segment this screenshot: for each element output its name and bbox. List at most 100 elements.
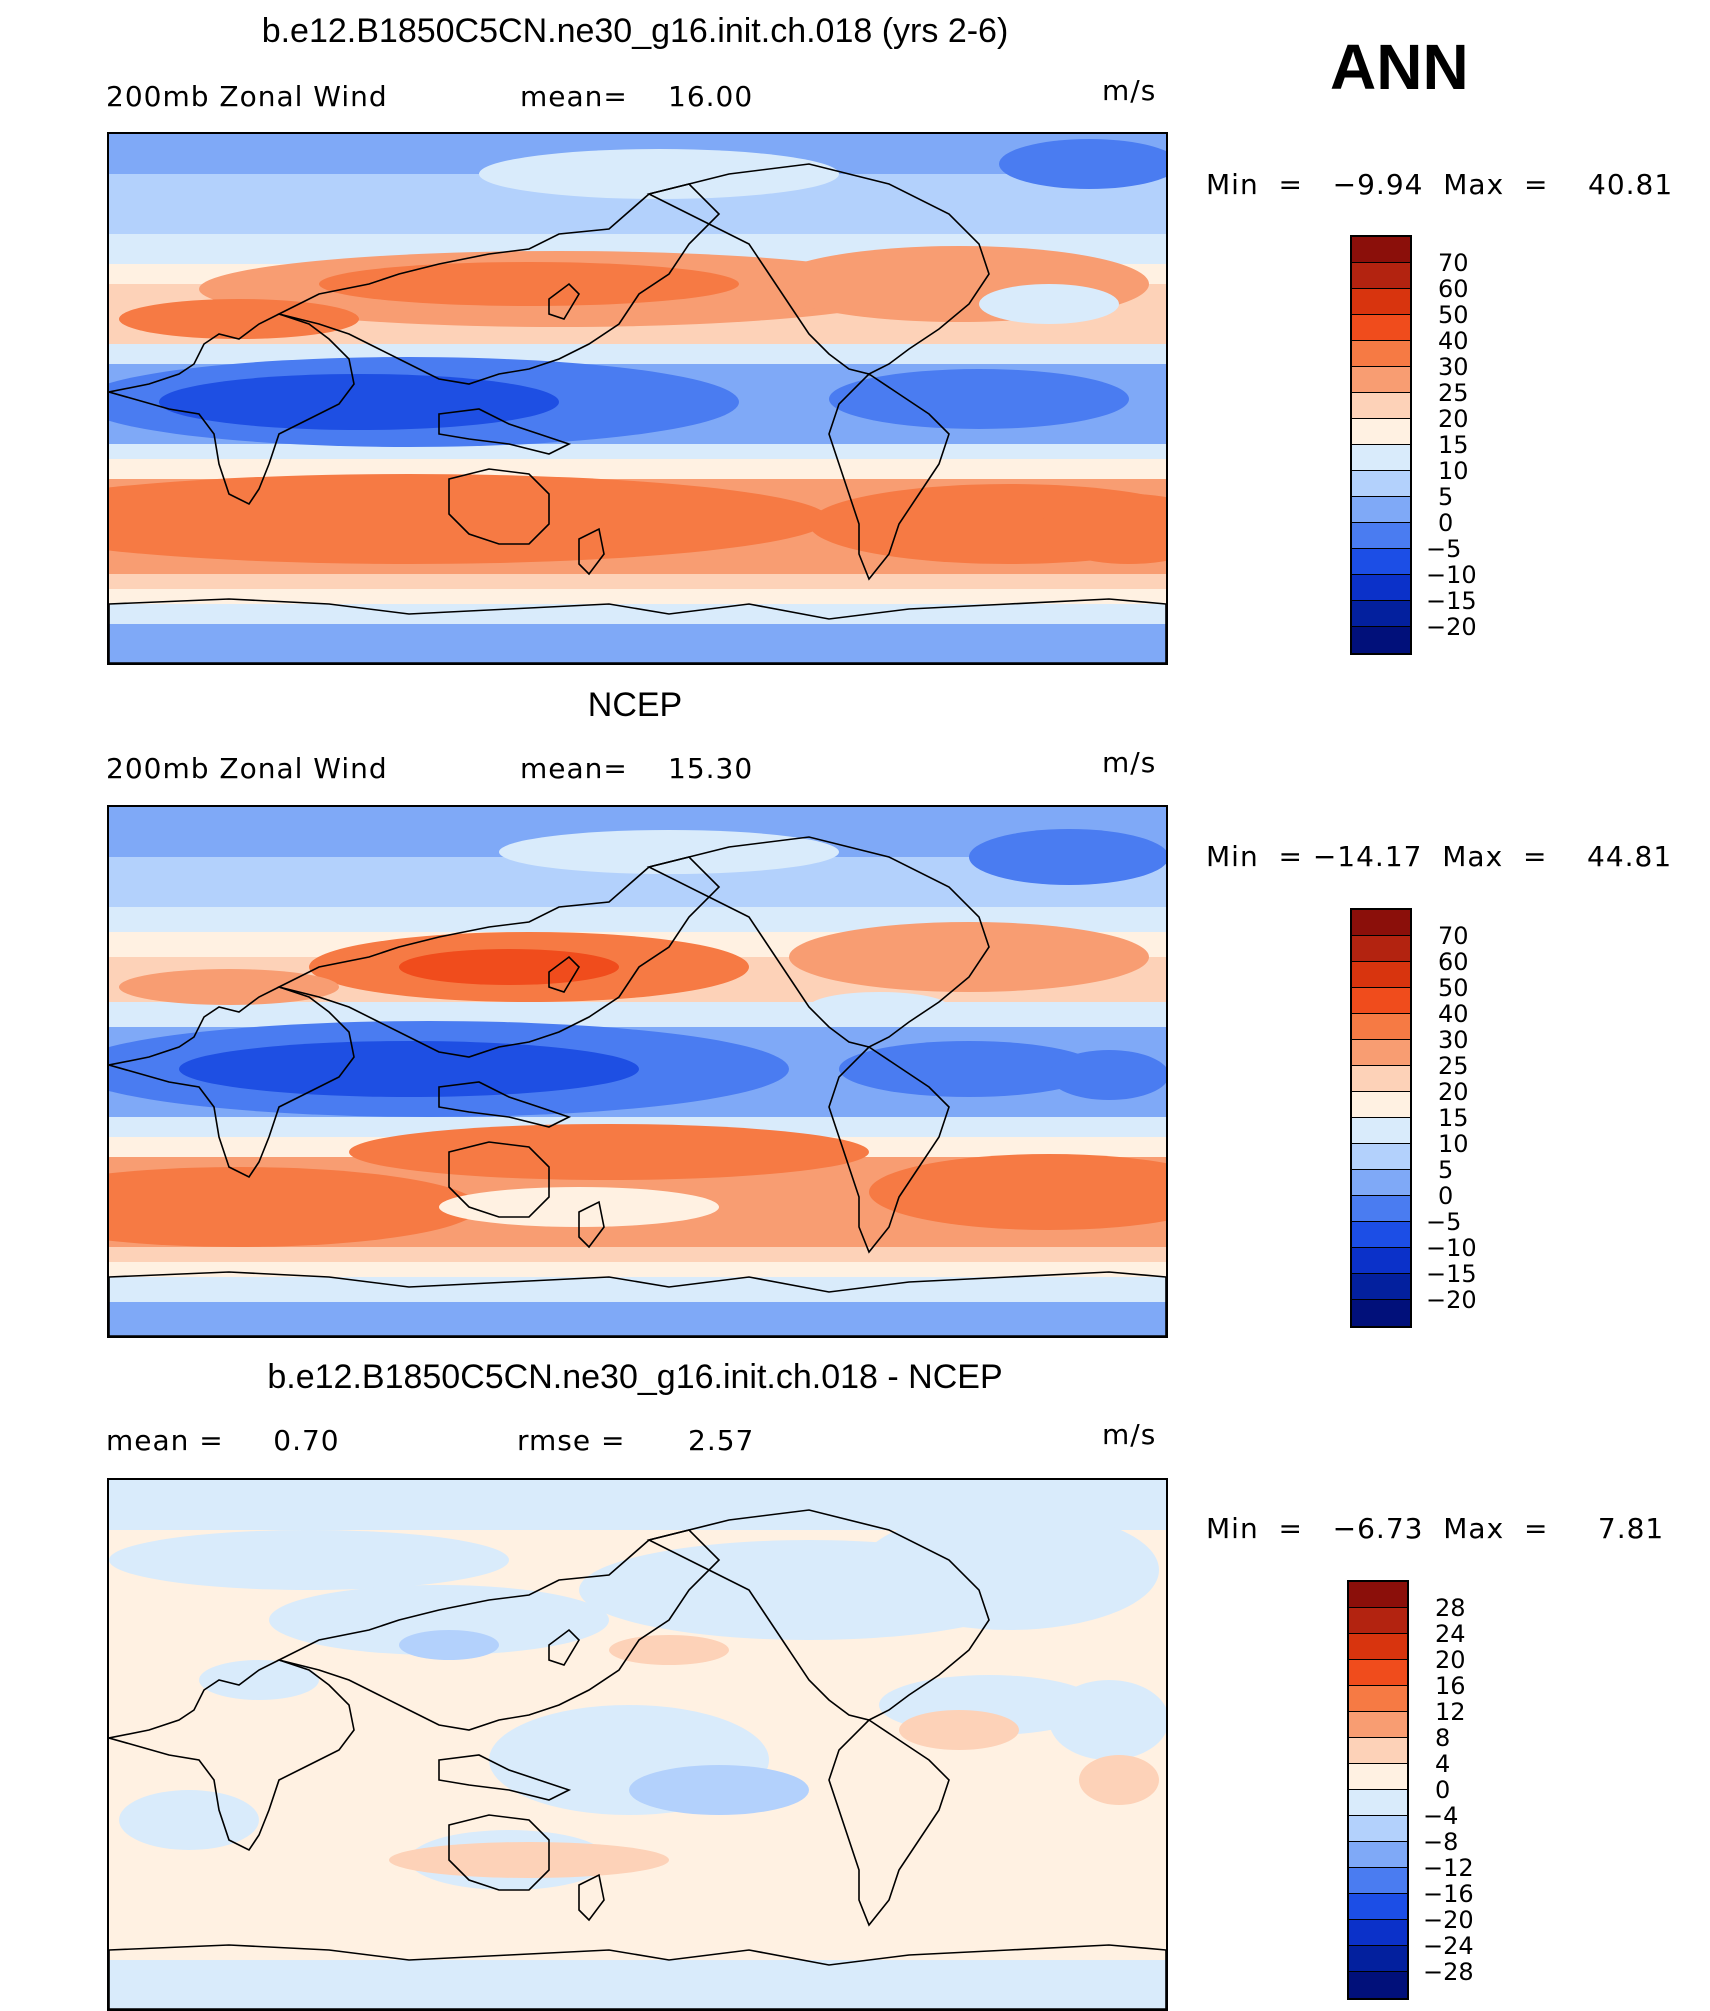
colorbar-swatch [1352, 367, 1410, 393]
colorbar-level-label: −15 [1426, 587, 1477, 615]
colorbar-swatch [1349, 1660, 1407, 1686]
colorbar-swatch [1352, 962, 1410, 988]
coastline-path [578, 1200, 605, 1249]
colorbar-level-label: 20 [1438, 405, 1469, 433]
polar-south-band [109, 1960, 1166, 2009]
colorbar-level-label: −28 [1423, 1958, 1474, 1986]
positive-anomaly-region [609, 1635, 729, 1665]
coastline-path [548, 1628, 581, 1666]
coastline-path [578, 527, 605, 576]
coastline-path [548, 282, 581, 320]
colorbar-swatch [1352, 910, 1410, 936]
colorbar-swatch [1352, 237, 1410, 263]
panel-3-units: m/s [1102, 1418, 1157, 1451]
colorbar-level-label: 10 [1438, 1130, 1469, 1158]
colorbar-swatch [1349, 1582, 1407, 1608]
colorbar-swatch [1352, 988, 1410, 1014]
wind-contour-blob [199, 1660, 319, 1700]
colorbar-swatch [1349, 1946, 1407, 1972]
colorbar-swatch [1349, 1738, 1407, 1764]
panel-2-title: NCEP [587, 686, 683, 724]
colorbar-level-label: −8 [1423, 1828, 1459, 1856]
coastline-path [438, 408, 572, 455]
colorbar-swatch [1352, 549, 1410, 575]
colorbar-swatch [1349, 1816, 1407, 1842]
colorbar-level-label: 10 [1438, 457, 1469, 485]
coastline-path [578, 1873, 605, 1922]
wind-contour-blob [349, 1124, 869, 1180]
colorbar-swatch [1349, 1972, 1407, 1998]
colorbar-swatch [1349, 1894, 1407, 1920]
colorbar-level-label: −16 [1423, 1880, 1474, 1908]
colorbar-level-label: 60 [1438, 275, 1469, 303]
panel-1-title: b.e12.B1850C5CN.ne30_g16.init.ch.018 (yr… [261, 12, 1009, 50]
panel-1-stat-value: 16.00 [668, 80, 754, 113]
panel-1-minmax: Min = −9.94 Max = 40.81 [1206, 168, 1674, 201]
panel-1-stat-label: mean= [520, 80, 628, 113]
colorbar-swatch [1352, 471, 1410, 497]
colorbar-swatches [1350, 908, 1412, 1328]
panel-2-map [107, 805, 1168, 1338]
wind-contour-blob [1049, 1050, 1166, 1100]
colorbar-level-label: 60 [1438, 948, 1469, 976]
wind-contour-blob [119, 969, 339, 1005]
panel-3-mean-label: mean = 0.70 [106, 1424, 340, 1457]
colorbar-swatch [1352, 1092, 1410, 1118]
colorbar-level-label: 8 [1435, 1724, 1451, 1752]
panel-2-stat-label: mean= [520, 752, 628, 785]
wind-contour-blob [999, 139, 1166, 189]
colorbar-level-label: 70 [1438, 922, 1469, 950]
coastline-path [109, 1944, 1166, 2009]
panel-2-stat-value: 15.30 [668, 752, 754, 785]
wind-contour-blob [109, 1530, 509, 1590]
colorbar-level-label: 15 [1438, 1104, 1469, 1132]
colorbar-level-label: 40 [1438, 327, 1469, 355]
colorbar-level-label: 15 [1438, 431, 1469, 459]
wind-band [109, 1002, 1166, 1027]
coastline-path [109, 1271, 1166, 1336]
wind-contour-blob [119, 299, 359, 339]
colorbar-swatch [1352, 1066, 1410, 1092]
colorbar-swatch [1352, 315, 1410, 341]
wind-contour-blob [389, 1842, 669, 1878]
colorbar-level-label: −5 [1426, 535, 1462, 563]
coastline-path [109, 598, 1166, 663]
colorbar-swatches [1347, 1580, 1409, 2000]
panel-1-variable-label: 200mb Zonal Wind [106, 80, 388, 113]
coastline-path [828, 1718, 950, 1927]
colorbar-level-label: 12 [1435, 1698, 1466, 1726]
wind-band [109, 1277, 1166, 1302]
colorbar-level-label: −15 [1426, 1260, 1477, 1288]
colorbar-level-label: −4 [1423, 1802, 1459, 1830]
colorbar-swatch [1352, 523, 1410, 549]
coastline-path [548, 955, 581, 993]
colorbar-swatch [1349, 1634, 1407, 1660]
coastline-path [448, 468, 550, 545]
colorbar-swatch [1352, 445, 1410, 471]
colorbar-swatch [1352, 1222, 1410, 1248]
coastline-path [109, 1659, 355, 1852]
wind-contour-blob [969, 829, 1166, 885]
coastline-path [109, 986, 355, 1179]
colorbar-level-label: 20 [1438, 1078, 1469, 1106]
colorbar-level-label: 5 [1438, 483, 1454, 511]
wind-contour-blob [789, 922, 1149, 992]
colorbar-swatch [1352, 936, 1410, 962]
coastlines [109, 163, 1166, 663]
colorbar-swatch [1352, 289, 1410, 315]
colorbar-swatch [1352, 393, 1410, 419]
wind-contour-blob [629, 1765, 809, 1815]
coastline-path [276, 856, 721, 1058]
coastline-path [646, 836, 990, 1048]
coastline-path [276, 183, 721, 385]
colorbar-swatch [1352, 575, 1410, 601]
wind-contour-blob [119, 1790, 259, 1850]
panel-2-variable-label: 200mb Zonal Wind [106, 752, 388, 785]
coastline-path [646, 163, 990, 375]
wind-contour-blob [979, 284, 1119, 324]
colorbar-swatch [1352, 1144, 1410, 1170]
colorbar-swatch [1352, 1040, 1410, 1066]
colorbar-level-label: 40 [1438, 1000, 1469, 1028]
wind-contour-blob [179, 1041, 639, 1097]
wind-contour-blob [499, 830, 839, 874]
